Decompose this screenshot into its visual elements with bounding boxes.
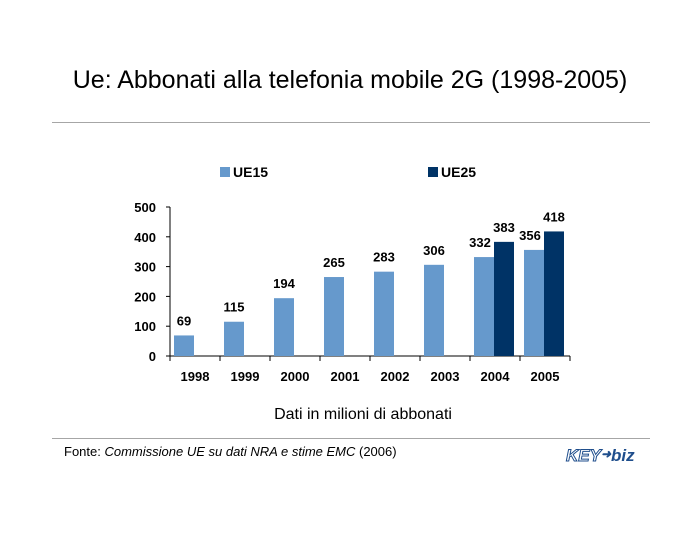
data-label-ue25-2004: 383 — [493, 220, 515, 235]
source-name: Commissione UE su dati NRA e stime EMC — [104, 444, 356, 459]
y-tick-label-400: 400 — [134, 230, 156, 245]
x-tick-label-1999: 1999 — [231, 369, 260, 384]
bar-ue15-2001 — [324, 277, 344, 356]
x-tick-label-2005: 2005 — [531, 369, 560, 384]
data-label-ue15-2001: 265 — [323, 255, 345, 270]
bar-ue15-1999 — [224, 321, 244, 356]
logo-key-text: KEY — [566, 446, 602, 466]
source-prefix: Fonte: — [64, 444, 105, 459]
chart-title: Ue: Abbonati alla telefonia mobile 2G (1… — [72, 66, 628, 94]
x-tick-label-2000: 2000 — [281, 369, 310, 384]
bar-ue15-1998 — [174, 335, 194, 356]
y-tick-label-200: 200 — [134, 289, 156, 304]
logo-biz-text: biz — [611, 446, 635, 465]
legend-label-ue15: UE15 — [233, 164, 268, 180]
bar-ue15-2000 — [274, 298, 294, 356]
y-tick-label-100: 100 — [134, 319, 156, 334]
footer-divider — [52, 438, 650, 439]
legend-label-ue25: UE25 — [441, 164, 476, 180]
x-tick-label-2004: 2004 — [481, 369, 511, 384]
units-caption: Dati in milioni di abbonati — [274, 406, 452, 423]
x-tick-label-2003: 2003 — [431, 369, 460, 384]
title-divider — [52, 122, 650, 123]
source-suffix: (2006) — [355, 444, 397, 459]
bar-ue25-2005 — [544, 231, 564, 356]
data-label-ue15-2000: 194 — [273, 276, 295, 291]
data-label-ue25-2005: 418 — [543, 209, 565, 224]
data-label-ue15-2003: 306 — [423, 243, 445, 258]
x-tick-label-2002: 2002 — [381, 369, 410, 384]
bar-ue15-2003 — [424, 264, 444, 356]
bar-chart: 0 100 200 300 400 500 1998 1999 2000 2001 2002 2003… — [134, 164, 571, 384]
bar-ue15-2002 — [374, 271, 394, 356]
legend-swatch-ue25 — [428, 167, 438, 177]
data-label-ue15-1999: 115 — [224, 300, 245, 315]
key4biz-logo: KEY➜biz — [566, 446, 635, 468]
bar-ue15-2005 — [524, 249, 544, 356]
y-tick-label-500: 500 — [134, 200, 156, 215]
source-note: Fonte: Commissione UE su dati NRA e stim… — [64, 444, 397, 459]
bar-ue25-2004 — [494, 241, 514, 356]
y-tick-label-0: 0 — [149, 349, 156, 364]
x-tick-label-2001: 2001 — [331, 369, 360, 384]
bar-ue15-2004 — [474, 257, 494, 356]
x-tick-label-1998: 1998 — [181, 369, 210, 384]
legend-swatch-ue15 — [220, 167, 230, 177]
data-label-ue15-2004: 332 — [469, 235, 491, 250]
data-label-ue15-2002: 283 — [373, 250, 395, 265]
data-label-ue15-2005: 356 — [519, 228, 541, 243]
logo-arrow-icon: ➜ — [600, 447, 612, 461]
y-tick-label-300: 300 — [134, 260, 156, 275]
data-label-ue15-1998: 69 — [177, 313, 191, 328]
